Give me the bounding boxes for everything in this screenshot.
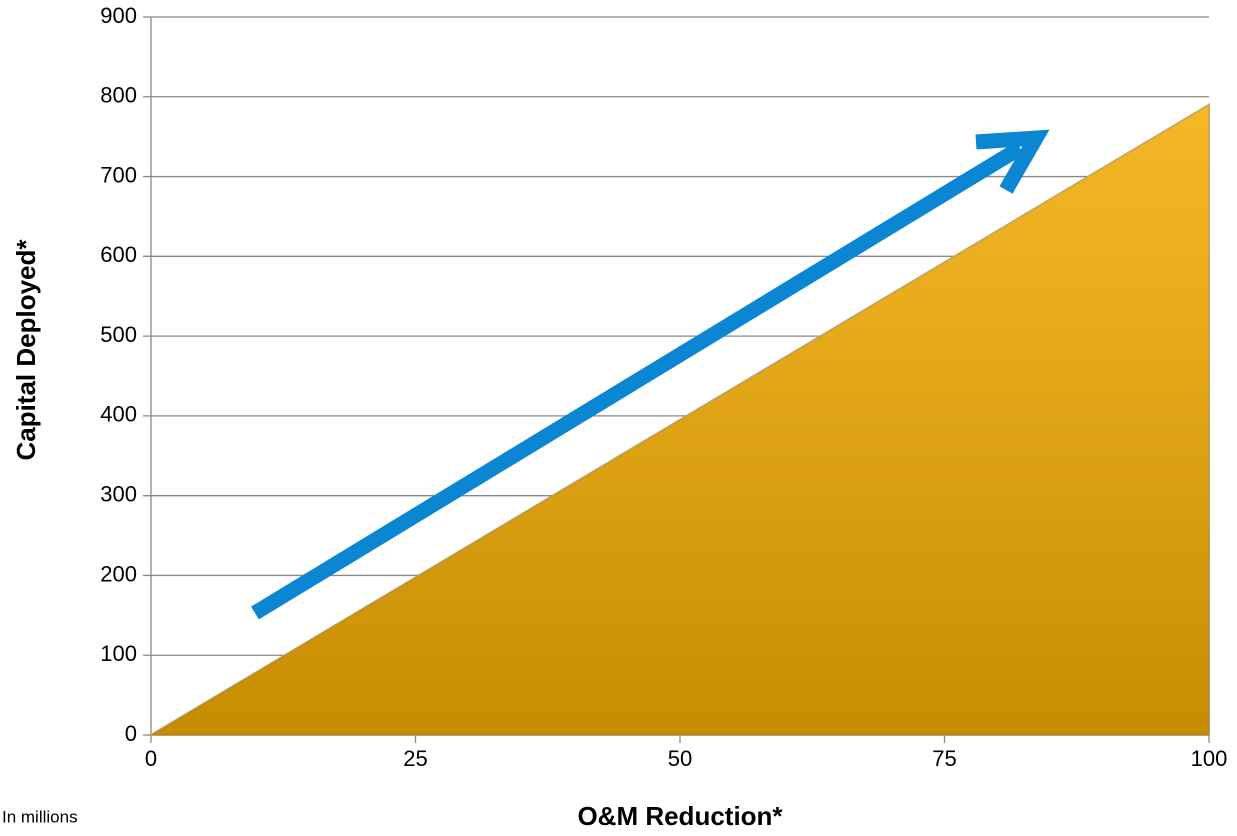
y-tick-label: 0 (125, 721, 137, 746)
area-shade (151, 104, 1209, 735)
x-tick-label: 50 (668, 746, 692, 771)
x-tick-label: 75 (932, 746, 956, 771)
y-tick-label: 500 (100, 322, 137, 347)
y-tick-label: 400 (100, 402, 137, 427)
arrow-head (975, 129, 1050, 194)
y-tick-label: 200 (100, 561, 137, 586)
y-tick-label: 700 (100, 162, 137, 187)
y-tick-label: 900 (100, 3, 137, 28)
y-tick-label: 300 (100, 481, 137, 506)
footnote: In millions (2, 807, 78, 826)
x-tick-label: 0 (145, 746, 157, 771)
x-tick-label: 25 (403, 746, 427, 771)
y-axis-title: Capital Deployed* (11, 239, 41, 461)
y-tick-label: 100 (100, 641, 137, 666)
x-tick-label: 100 (1191, 746, 1228, 771)
x-axis-title: O&M Reduction* (577, 801, 783, 831)
trend-arrow (251, 129, 1050, 620)
plot (147, 102, 1210, 736)
y-tick-label: 800 (100, 83, 137, 108)
arrow-shaft (251, 141, 1024, 620)
y-tick-label: 600 (100, 242, 137, 267)
